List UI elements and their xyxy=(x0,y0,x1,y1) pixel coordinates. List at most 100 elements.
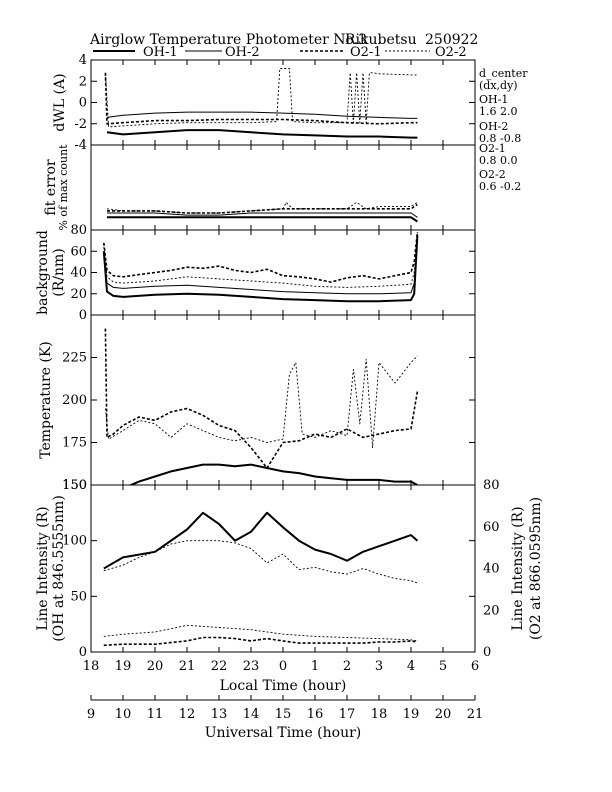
local-tick-label-8: 2 xyxy=(343,659,351,674)
d-center-value-0: 1.6 2.0 xyxy=(479,105,517,118)
panel-3: 150 175 200 225 Temperature (K) xyxy=(38,314,476,493)
local-tick-label-11: 5 xyxy=(439,659,447,674)
panel-2-ylabel2: (R/nm) xyxy=(51,248,67,296)
panel-frame-4 xyxy=(90,484,476,653)
ut-tick-label-1: 10 xyxy=(115,707,132,722)
ut-tick-label-2: 11 xyxy=(147,707,164,722)
local-time-label: Local Time (hour) xyxy=(220,678,347,694)
d-center-value-3: 0.6 -0.2 xyxy=(479,180,521,193)
local-tick-label-6: 0 xyxy=(279,659,287,674)
chart-title: Airglow Temperature Photometer No.3 xyxy=(89,32,367,48)
legend-label-2: O2-1 xyxy=(350,45,382,60)
panel-4-ytick-label: 150 xyxy=(62,478,87,493)
local-tick-label-2: 20 xyxy=(147,659,164,674)
series-o2-2-panel-4-3 xyxy=(103,540,418,584)
local-tick-label-4: 22 xyxy=(211,659,228,674)
series-oh-1-panel-4-0 xyxy=(103,511,419,570)
panel-2-ytick-label: 80 xyxy=(70,223,87,238)
ut-tick-label-9: 18 xyxy=(371,707,388,722)
legend: OH-1 OH-2 O2-1 O2-2 xyxy=(93,45,467,60)
series-oh-1-panel-3-0 xyxy=(128,463,418,485)
series-o2-1-panel-2-2 xyxy=(103,232,419,283)
panel-2-ytick-label: 60 xyxy=(70,244,87,259)
series-o2-1-panel-1-2 xyxy=(107,203,418,214)
panels: -4 -2 0 2 4 dWL (A) fit error% of max count 0 20… xyxy=(35,53,544,660)
panel-2-ylabel: background xyxy=(35,230,51,315)
series-o2-1-panel-4-2 xyxy=(103,636,418,647)
series-oh-2-panel-1-1 xyxy=(107,212,418,218)
d-center-name-2: O2-1 xyxy=(479,142,506,155)
series-oh-2-panel-0-1 xyxy=(106,111,418,119)
panel-0-ylabel: dWL (A) xyxy=(52,73,68,131)
ut-tick-label-10: 19 xyxy=(403,707,420,722)
local-tick-label-12: 6 xyxy=(471,659,479,674)
series-oh-1-panel-2-0 xyxy=(102,235,419,303)
panel-3-ytick-label: 225 xyxy=(62,351,87,366)
d-center-value-1: 0.8 -0.8 xyxy=(479,132,521,145)
series-o2-1-panel-3-1 xyxy=(104,328,419,469)
station-name: Rikubetsu xyxy=(345,32,417,48)
ut-tick-label-0: 9 xyxy=(87,707,95,722)
panel-2: 0 20 40 60 80 background (R/nm) xyxy=(35,223,476,323)
local-tick-label-5: 23 xyxy=(243,659,260,674)
panel-4-ytick-label: 100 xyxy=(62,534,87,549)
ut-tick-label-12: 21 xyxy=(467,707,484,722)
panel-2-ytick-label: 40 xyxy=(70,266,87,281)
d-center-name-3: O2-2 xyxy=(479,168,506,181)
ut-tick-label-5: 14 xyxy=(243,707,260,722)
panel-4-ytick-label: 50 xyxy=(70,589,87,604)
ut-tick-label-4: 13 xyxy=(211,707,228,722)
series-o2-1-panel-0-2 xyxy=(104,72,418,125)
series-o2-2-panel-0-3 xyxy=(104,68,418,128)
ut-tick-label-8: 17 xyxy=(339,707,356,722)
panel-3-ytick-label: 150 xyxy=(62,478,87,493)
panel-4-y2tick-label: 80 xyxy=(483,478,500,493)
panel-4-ylabel: Line Intensity (R) xyxy=(35,506,51,630)
panel-0-ytick-label: 0 xyxy=(79,96,87,111)
ut-tick-label-11: 20 xyxy=(435,707,452,722)
panel-3-ytick-label: 200 xyxy=(62,393,87,408)
panel-0: -4 -2 0 2 4 dWL (A) xyxy=(52,53,476,153)
d-center-title: d_center xyxy=(479,67,528,80)
ut-tick-label-3: 12 xyxy=(179,707,196,722)
panel-3-ytick-label: 175 xyxy=(62,436,87,451)
local-tick-label-9: 3 xyxy=(375,659,383,674)
panel-4-y2label2: (O2 at 866.0595nm) xyxy=(528,497,544,640)
d-center-annotation: d_center(dx,dy)OH-11.6 2.0OH-20.8 -0.8O2… xyxy=(479,67,528,193)
series-oh-1-panel-0-0 xyxy=(106,129,418,139)
series-oh-2-panel-2-1 xyxy=(103,234,418,295)
panel-1-ylabel: fit error xyxy=(43,159,59,216)
legend-label-3: O2-2 xyxy=(435,45,467,60)
series-o2-2-panel-4-4 xyxy=(103,624,418,642)
panel-4-y2tick-label: 60 xyxy=(483,520,500,535)
local-tick-label-0: 18 xyxy=(83,659,100,674)
panel-4-y2tick-label: 40 xyxy=(483,562,500,577)
panel-0-ytick-label: 4 xyxy=(79,53,87,68)
local-tick-label-1: 19 xyxy=(115,659,132,674)
date-code: 250922 xyxy=(425,32,478,48)
local-tick-label-10: 4 xyxy=(407,659,415,674)
local-tick-label-7: 1 xyxy=(311,659,319,674)
d-center-name-1: OH-2 xyxy=(479,120,508,133)
panel-1-ylabel2: % of max count xyxy=(57,144,70,231)
ut-tick-label-7: 16 xyxy=(307,707,324,722)
d-center-value-2: 0.8 0.0 xyxy=(479,154,517,167)
panel-4-ylabel2: (OH at 846.5555nm) xyxy=(51,495,67,642)
series-o2-2-panel-3-2 xyxy=(104,355,418,449)
ut-tick-label-6: 15 xyxy=(275,707,292,722)
panel-0-ytick-label: 2 xyxy=(79,74,87,89)
series-oh-1-panel-1-0 xyxy=(107,216,418,223)
legend-label-1: OH-2 xyxy=(225,45,260,60)
ut-time-label: Universal Time (hour) xyxy=(205,725,362,741)
panel-2-ytick-label: 20 xyxy=(70,287,87,302)
panel-1: fit error% of max count xyxy=(43,144,476,231)
panel-0-ytick-label: -2 xyxy=(74,117,87,132)
d-center-name-0: OH-1 xyxy=(479,93,508,106)
series-o2-2-panel-1-3 xyxy=(106,201,418,214)
panel-0-ytick-label: -4 xyxy=(74,138,87,153)
panel-4-y2tick-label: 20 xyxy=(483,603,500,618)
panel-4-y2label: Line Intensity (R) xyxy=(510,506,526,630)
panel-4-y2tick-label: 0 xyxy=(483,645,491,660)
